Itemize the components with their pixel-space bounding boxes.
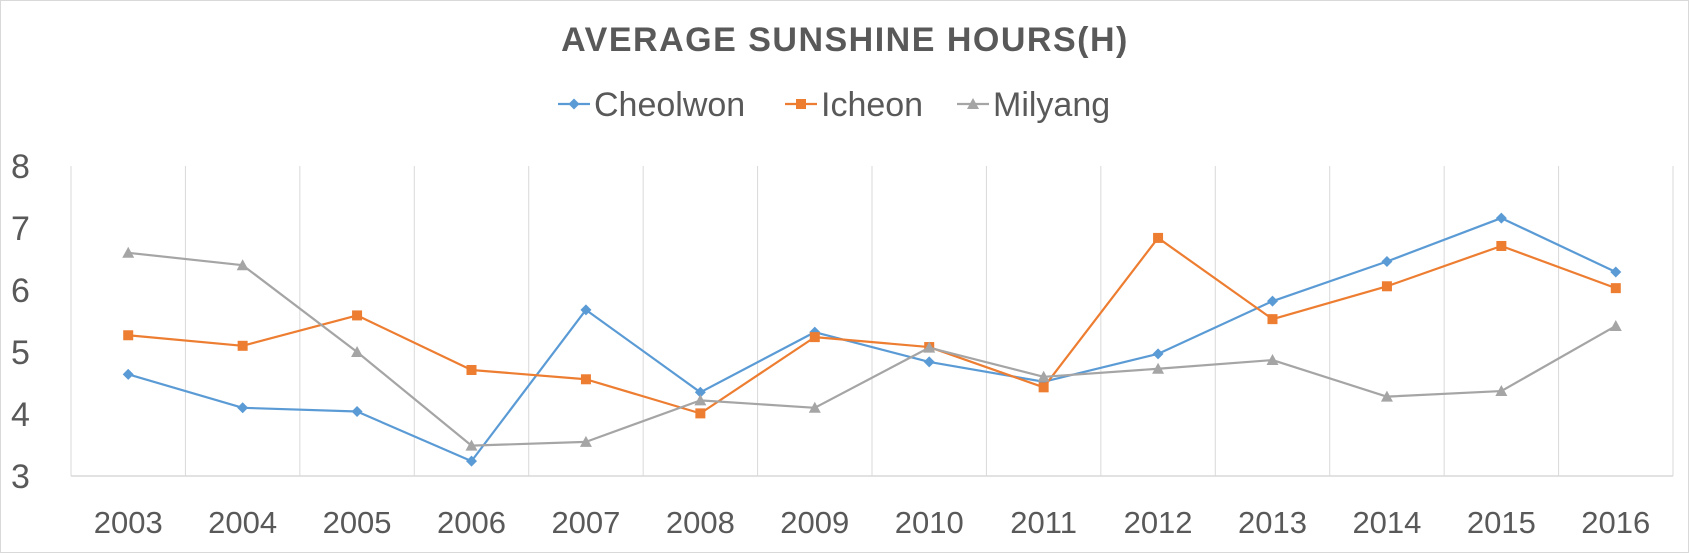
data-point-milyang	[694, 394, 707, 406]
y-tick-label: 6	[11, 272, 30, 310]
data-point-icheon	[1381, 281, 1392, 292]
data-point-icheon	[1496, 240, 1507, 251]
x-tick-label: 2009	[780, 505, 849, 540]
data-point-icheon	[466, 364, 477, 375]
x-tick-label: 2016	[1581, 505, 1650, 540]
data-point-cheolwon	[923, 356, 935, 368]
y-tick-label: 8	[11, 148, 30, 186]
data-point-icheon	[123, 330, 134, 341]
data-point-cheolwon	[1381, 255, 1393, 267]
data-point-cheolwon	[351, 406, 363, 418]
legend-marker-cheolwon	[568, 98, 580, 110]
x-tick-label: 2013	[1238, 505, 1307, 540]
data-point-icheon	[237, 340, 248, 351]
data-point-milyang	[351, 346, 364, 357]
data-point-icheon	[695, 408, 706, 419]
x-tick-label: 2005	[323, 505, 392, 540]
series-line-icheon	[128, 236, 1617, 415]
data-point-milyang	[465, 439, 478, 451]
series-milyang	[122, 246, 1622, 451]
x-tick-label: 2004	[208, 505, 277, 540]
x-tick-label: 2015	[1467, 505, 1536, 540]
series-lines	[122, 212, 1622, 467]
legend: Cheolwon Icheon Milyang	[558, 86, 1110, 124]
data-point-icheon	[1267, 314, 1278, 325]
data-point-milyang	[1266, 354, 1279, 366]
y-tick-label: 4	[11, 396, 30, 434]
data-point-milyang	[579, 435, 592, 447]
data-point-cheolwon	[694, 386, 706, 398]
x-tick-label: 2014	[1352, 505, 1421, 540]
data-point-milyang	[923, 341, 936, 353]
data-point-milyang	[1380, 390, 1393, 402]
data-point-cheolwon	[237, 402, 249, 414]
legend-label-icheon: Icheon	[821, 86, 923, 124]
x-axis-ticks: 2003 2004 2005 2006 2007 2008 2009 2010 2011 2012…	[94, 505, 1651, 540]
data-point-cheolwon	[1610, 266, 1622, 278]
data-point-milyang	[1152, 362, 1165, 374]
x-tick-label: 2012	[1124, 505, 1193, 540]
data-point-milyang	[1037, 370, 1050, 382]
data-point-cheolwon	[1152, 348, 1164, 360]
chart-title: AVERAGE SUNSHINE HOURS(H)	[561, 21, 1129, 59]
data-point-cheolwon	[1495, 212, 1507, 224]
data-point-milyang	[1609, 319, 1622, 331]
x-tick-label: 2003	[94, 505, 163, 540]
x-tick-label: 2008	[666, 505, 735, 540]
data-point-icheon	[809, 332, 820, 343]
data-point-icheon	[352, 310, 363, 321]
legend-label-milyang: Milyang	[993, 86, 1110, 124]
y-tick-label: 7	[11, 210, 30, 248]
data-point-cheolwon	[122, 368, 134, 380]
series-cheolwon	[122, 212, 1622, 467]
legend-marker-icheon	[796, 99, 806, 109]
y-axis-ticks: 3 4 5 6 7 8	[11, 148, 30, 496]
y-tick-label: 5	[11, 334, 30, 372]
legend-item-icheon: Icheon	[785, 86, 923, 124]
legend-item-cheolwon: Cheolwon	[558, 86, 745, 124]
y-tick-label: 3	[11, 458, 30, 496]
x-tick-label: 2010	[895, 505, 964, 540]
data-point-icheon	[1153, 232, 1164, 243]
data-point-icheon	[1610, 283, 1621, 294]
gridlines	[70, 166, 1674, 477]
legend-marker-milyang	[967, 98, 979, 109]
data-point-milyang	[122, 246, 135, 258]
x-tick-label: 2007	[551, 505, 620, 540]
legend-label-cheolwon: Cheolwon	[594, 86, 745, 124]
data-point-icheon	[580, 374, 591, 385]
data-point-cheolwon	[580, 304, 592, 316]
data-point-icheon	[1038, 382, 1049, 393]
data-point-milyang	[236, 259, 249, 271]
data-point-milyang	[808, 401, 821, 413]
data-point-cheolwon	[1267, 295, 1278, 307]
data-point-milyang	[1495, 385, 1508, 397]
x-tick-label: 2011	[1010, 505, 1077, 540]
series-line-cheolwon	[127, 216, 1617, 463]
data-point-cheolwon	[466, 455, 477, 467]
legend-item-milyang: Milyang	[957, 86, 1110, 124]
series-line-milyang	[128, 251, 1617, 447]
x-tick-label: 2006	[437, 505, 506, 540]
